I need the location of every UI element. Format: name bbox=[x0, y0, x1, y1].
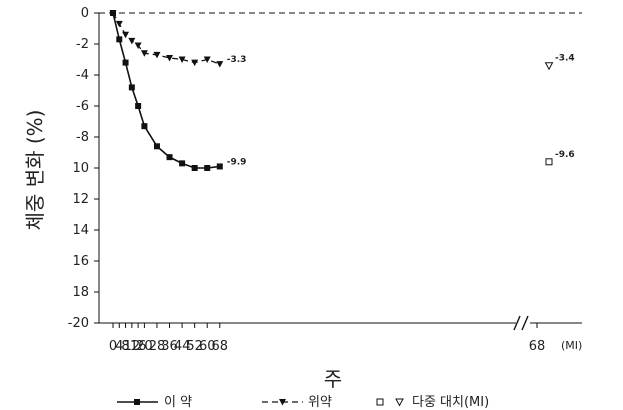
mi-point bbox=[545, 158, 553, 166]
data-point bbox=[203, 56, 211, 63]
data-point bbox=[122, 59, 129, 66]
data-point bbox=[178, 56, 186, 63]
y-tick-label: -4 bbox=[76, 68, 89, 83]
data-point bbox=[153, 51, 161, 59]
x-tick-label: 16 bbox=[130, 339, 147, 354]
legend-swatch-marker bbox=[376, 398, 384, 406]
x-tick-label: 8 bbox=[121, 339, 129, 354]
data-point bbox=[191, 59, 199, 67]
x-tick-label: 60 bbox=[199, 339, 216, 354]
x-tick-label: 28 bbox=[149, 339, 166, 354]
legend-label: 이 약 bbox=[164, 395, 192, 410]
y-tick-label: -20 bbox=[68, 316, 89, 331]
x-tick-label: 44 bbox=[174, 339, 191, 354]
data-point bbox=[216, 163, 223, 170]
data-point bbox=[128, 84, 135, 91]
mi-value-label: -3.4 bbox=[555, 54, 575, 64]
mi-tick-label: (MI) bbox=[561, 339, 582, 352]
y-tick-label: 10 bbox=[72, 161, 89, 176]
y-tick-label: 18 bbox=[72, 285, 89, 300]
legend-swatch-marker bbox=[395, 398, 404, 407]
data-point bbox=[109, 10, 117, 17]
x-tick-label: 0 bbox=[109, 339, 117, 354]
y-tick-label: 0 bbox=[81, 6, 89, 21]
data-point bbox=[204, 165, 211, 171]
y-tick-label: 12 bbox=[72, 192, 89, 207]
data-point bbox=[128, 37, 136, 45]
data-point bbox=[122, 31, 130, 39]
data-point bbox=[140, 50, 148, 57]
data-point bbox=[216, 61, 224, 68]
data-point bbox=[141, 123, 148, 130]
x-tick-label: 4 bbox=[115, 339, 123, 354]
series-layer: -9.9 -3.3 bbox=[109, 10, 247, 171]
legend-swatch-marker bbox=[134, 399, 140, 405]
data-point bbox=[135, 103, 142, 109]
y-tick-label: -8 bbox=[76, 130, 89, 145]
axis-break-mark bbox=[513, 315, 521, 331]
data-point bbox=[166, 54, 174, 62]
y-tick-label: -2 bbox=[76, 37, 89, 52]
x-tick-label: 20 bbox=[136, 339, 153, 354]
data-point bbox=[115, 20, 123, 28]
mi-value-label: -9.6 bbox=[555, 150, 575, 160]
x-tick-label: 68 bbox=[212, 339, 229, 354]
y-tick-label: 16 bbox=[72, 254, 89, 269]
axis-break-mark bbox=[521, 315, 529, 331]
data-point bbox=[191, 165, 198, 171]
y-tick-label: -6 bbox=[76, 99, 89, 114]
x-tick-label: 52 bbox=[186, 339, 203, 354]
x-tick-label: 68 bbox=[529, 339, 546, 354]
legend-swatch-marker bbox=[279, 399, 286, 406]
series-line bbox=[112, 12, 220, 169]
y-axis-title: 체중 변화 (%) bbox=[23, 110, 47, 231]
data-point bbox=[179, 160, 186, 167]
y-tick-label: 14 bbox=[72, 223, 89, 238]
data-point bbox=[166, 154, 173, 161]
mi-layer: -9.6 -3.4 bbox=[544, 54, 575, 166]
x-tick-label: 12 bbox=[124, 339, 141, 354]
x-axis-label: 주 bbox=[324, 367, 342, 391]
mi-point bbox=[544, 62, 554, 71]
y-axis-label: 체중 변화 (%) bbox=[23, 110, 47, 231]
end-value-label: -9.9 bbox=[227, 157, 247, 167]
data-point bbox=[116, 36, 123, 43]
data-point bbox=[134, 42, 142, 50]
end-value-label: -3.3 bbox=[227, 55, 247, 65]
axes bbox=[98, 13, 582, 331]
x-tick-label: 36 bbox=[161, 339, 178, 354]
y-ticks: 0 -2 -4 -6 -8 10 12 14 16 18 -20 bbox=[68, 6, 99, 331]
data-point bbox=[153, 143, 160, 150]
legend-label: 위약 bbox=[308, 395, 332, 410]
legend-label: 다중 대치(MI) bbox=[412, 395, 489, 410]
legend: 이 약 위약 다중 대치(MI) bbox=[117, 395, 489, 410]
